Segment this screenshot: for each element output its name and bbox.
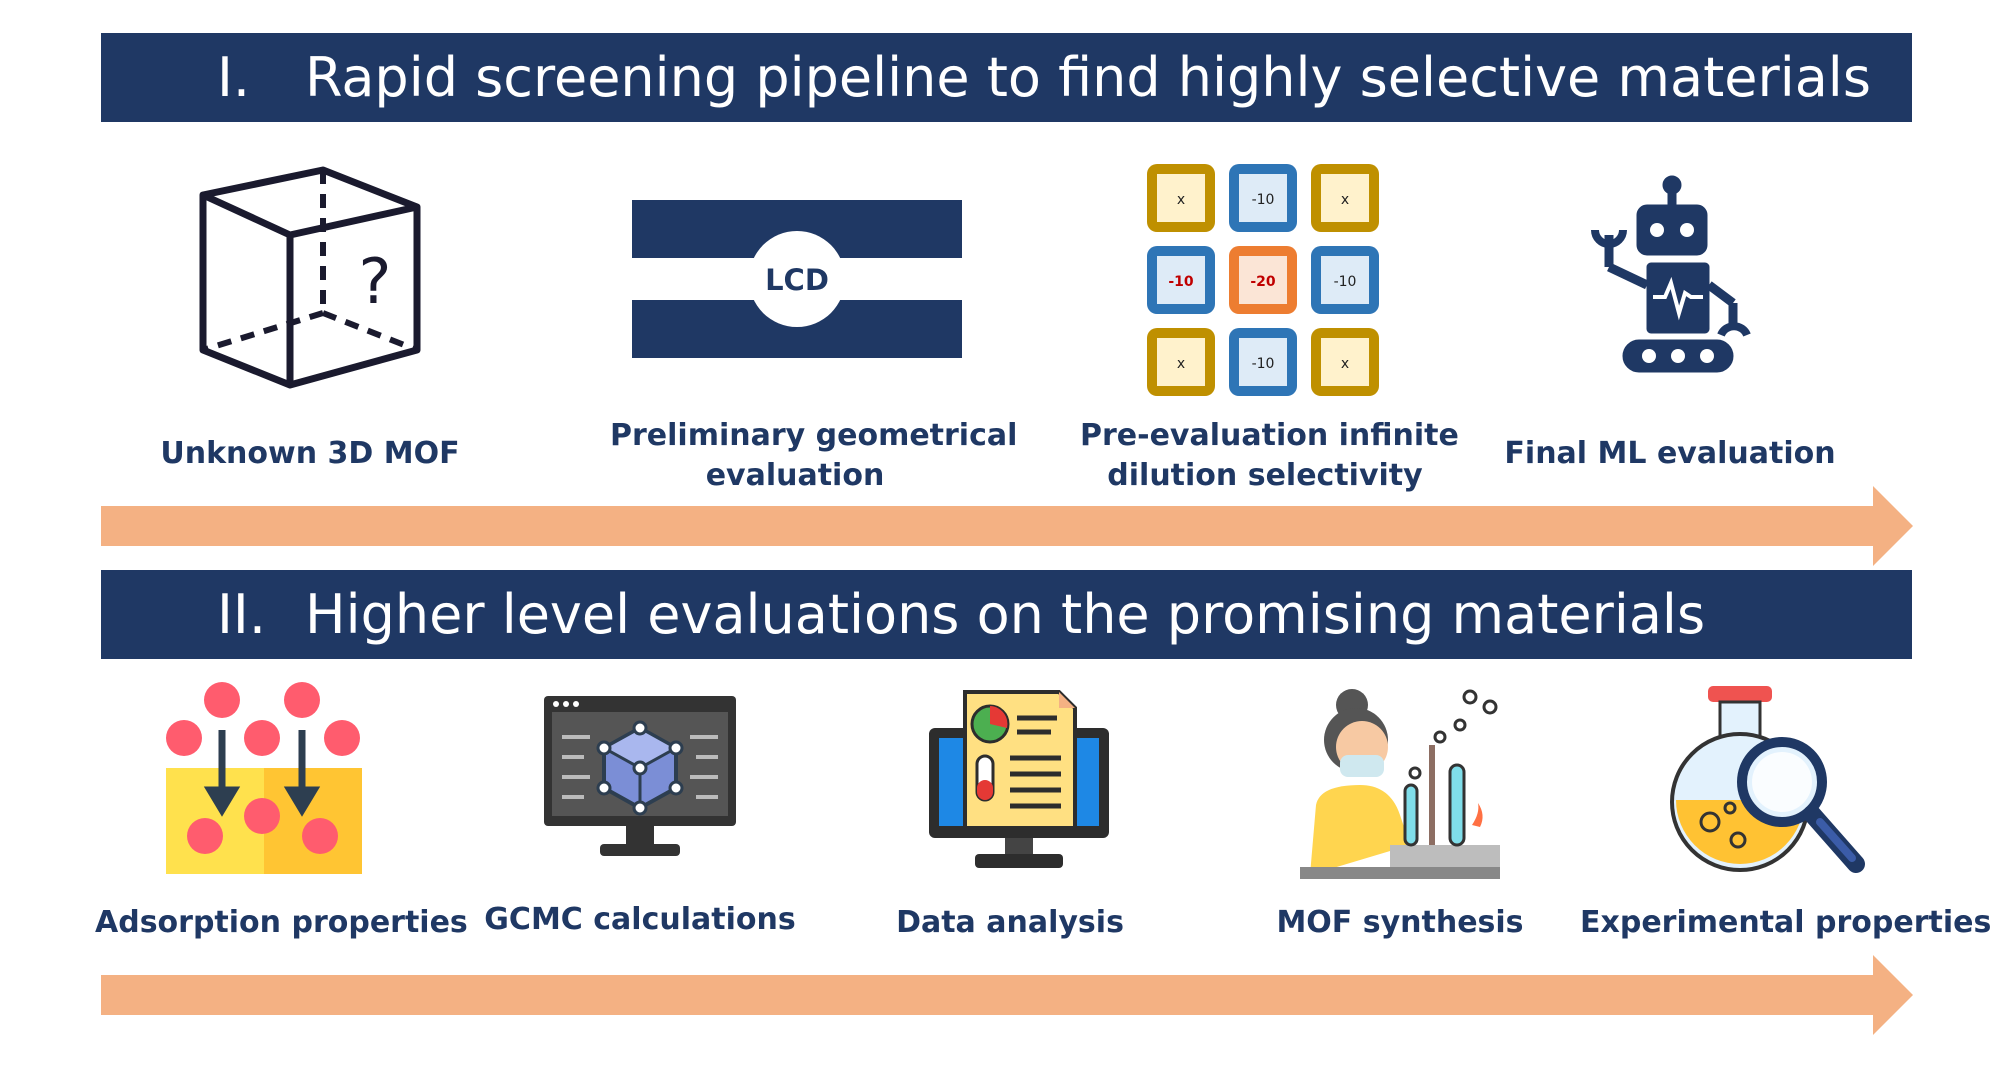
grid-cell-text: -10 — [1168, 274, 1194, 290]
section-2-numeral: II. — [217, 583, 267, 646]
step-3-label: Pre-evaluation infinite dilution selecti… — [1080, 416, 1459, 496]
grid-cell-text: -20 — [1250, 274, 1276, 290]
grid-cell-text: x — [1177, 192, 1185, 208]
step-3-label-line-1: Pre-evaluation infinite — [1080, 418, 1459, 453]
section-1-title: Rapid screening pipeline to find highly … — [305, 46, 1871, 109]
section-1-numeral: I. — [217, 46, 251, 109]
step-8-label: MOF synthesis — [1276, 905, 1524, 940]
section-1-banner: I. Rapid screening pipeline to find high… — [101, 33, 1912, 122]
section-2-title: Higher level evaluations on the promisin… — [305, 583, 1706, 646]
selectivity-grid-icon: x -10 x -10 -20 -10 x -10 x — [1147, 164, 1379, 396]
grid-cell-text: -10 — [1252, 192, 1275, 208]
step-2-label-line-1: Preliminary geometrical — [610, 418, 1018, 453]
pore-diameter-icon: LCD — [632, 200, 962, 358]
grid-cell-text: -10 — [1334, 274, 1357, 290]
grid-cell-text: x — [1341, 192, 1349, 208]
molecule-monitor-icon — [544, 696, 736, 856]
lcd-label: LCD — [765, 263, 829, 297]
section-2-banner: II. Higher level evaluations on the prom… — [101, 570, 1912, 659]
flask-magnifier-icon — [1670, 686, 1865, 873]
scientist-icon — [1300, 689, 1500, 879]
step-3-label-line-2: dilution selectivity — [1107, 458, 1423, 493]
robot-icon — [1591, 175, 1751, 373]
step-9-label: Experimental properties — [1580, 905, 1992, 940]
step-7-label: Data analysis — [896, 905, 1124, 940]
cube-question-icon: ? — [199, 166, 421, 389]
step-5-label: Adsorption properties — [95, 905, 468, 940]
flow-arrow-1 — [101, 486, 1913, 566]
grid-cell-text: x — [1341, 356, 1349, 372]
adsorption-icon — [166, 682, 362, 874]
question-mark-glyph: ? — [359, 245, 392, 318]
step-2-label-line-2: evaluation — [705, 458, 885, 493]
grid-cell-text: x — [1177, 356, 1185, 372]
step-4-label: Final ML evaluation — [1504, 436, 1836, 471]
report-monitor-icon — [929, 690, 1109, 868]
step-6-label: GCMC calculations — [484, 902, 796, 937]
grid-cell-text: -10 — [1252, 356, 1275, 372]
step-1-label: Unknown 3D MOF — [160, 436, 460, 471]
flow-arrow-2 — [101, 955, 1913, 1035]
step-2-label: Preliminary geometrical evaluation — [610, 416, 1018, 496]
